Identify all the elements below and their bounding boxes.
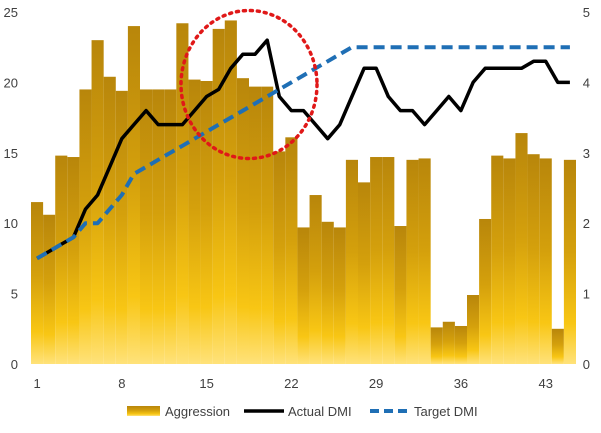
aggression-bar <box>127 26 140 365</box>
aggression-bar <box>406 159 419 364</box>
aggression-bar <box>430 327 443 364</box>
target-dmi-line <box>36 45 570 261</box>
aggression-bar <box>418 158 431 364</box>
y-left-tick-label: 10 <box>4 216 18 231</box>
y-left-tick-label: 25 <box>4 5 18 20</box>
x-tick-label: 15 <box>199 376 213 391</box>
y-right-tick-label: 3 <box>583 146 590 161</box>
x-tick-label: 8 <box>118 376 125 391</box>
aggression-bar <box>103 76 116 364</box>
aggression-bar <box>333 227 346 364</box>
aggression-bars <box>31 20 576 365</box>
aggression-bar <box>188 79 201 365</box>
aggression-bar <box>55 155 68 364</box>
aggression-bar <box>164 89 177 364</box>
aggression-bar <box>91 40 104 364</box>
aggression-bar <box>79 89 92 364</box>
x-tick-label: 36 <box>454 376 468 391</box>
aggression-bar <box>479 218 492 364</box>
y-right-tick-label: 2 <box>583 216 590 231</box>
aggression-bar <box>551 328 564 364</box>
aggression-bar <box>454 325 467 364</box>
aggression-bar <box>563 159 576 364</box>
aggression-bar <box>297 227 310 364</box>
aggression-bar <box>358 182 371 364</box>
legend-label: Aggression <box>165 404 230 419</box>
aggression-bar <box>273 151 286 364</box>
aggression-bar <box>370 157 383 364</box>
dmi-lines <box>36 38 570 261</box>
legend-swatch-aggression <box>127 406 160 416</box>
aggression-bar <box>115 90 128 365</box>
annotation-layer <box>179 8 319 161</box>
aggression-bar <box>140 89 153 364</box>
aggression-bar <box>527 154 540 364</box>
legend: Aggression Actual DMI Target DMI <box>127 404 478 419</box>
aggression-bar <box>236 78 249 365</box>
annotation-circle <box>179 8 319 161</box>
aggression-bar <box>539 158 552 364</box>
y-right-tick-label: 4 <box>583 75 590 90</box>
aggression-bar <box>261 86 274 365</box>
legend-label: Target DMI <box>414 404 478 419</box>
y-left-tick-label: 5 <box>11 287 18 302</box>
aggression-bar <box>152 89 165 364</box>
y-right-tick-label: 0 <box>583 357 590 372</box>
actual-dmi-line <box>36 38 570 260</box>
aggression-bar <box>321 221 334 364</box>
aggression-bar <box>249 86 262 365</box>
aggression-bar <box>200 80 213 364</box>
x-tick-label: 43 <box>538 376 552 391</box>
aggression-bar <box>67 157 80 364</box>
x-tick-label: 29 <box>369 376 383 391</box>
aggression-bar <box>442 321 455 364</box>
aggression-bar <box>31 202 44 364</box>
aggression-bar <box>382 157 395 364</box>
aggression-bar <box>345 159 358 364</box>
aggression-bar <box>503 158 516 364</box>
aggression-bar <box>515 133 528 364</box>
y-left-tick-label: 15 <box>4 146 18 161</box>
aggression-bar <box>224 20 237 365</box>
x-tick-label: 22 <box>284 376 298 391</box>
y-right-tick-label: 1 <box>583 287 590 302</box>
y-right-tick-label: 5 <box>583 5 590 20</box>
x-tick-label: 1 <box>33 376 40 391</box>
aggression-bar <box>467 295 480 364</box>
aggression-bar <box>212 28 225 365</box>
aggression-bar <box>309 195 322 364</box>
legend-label: Actual DMI <box>288 404 352 419</box>
aggression-bar <box>491 155 504 364</box>
aggression-bar <box>43 214 56 364</box>
y-left-tick-label: 0 <box>11 357 18 372</box>
y-left-tick-label: 20 <box>4 75 18 90</box>
aggression-bar <box>285 137 298 364</box>
aggression-bar <box>394 226 407 364</box>
